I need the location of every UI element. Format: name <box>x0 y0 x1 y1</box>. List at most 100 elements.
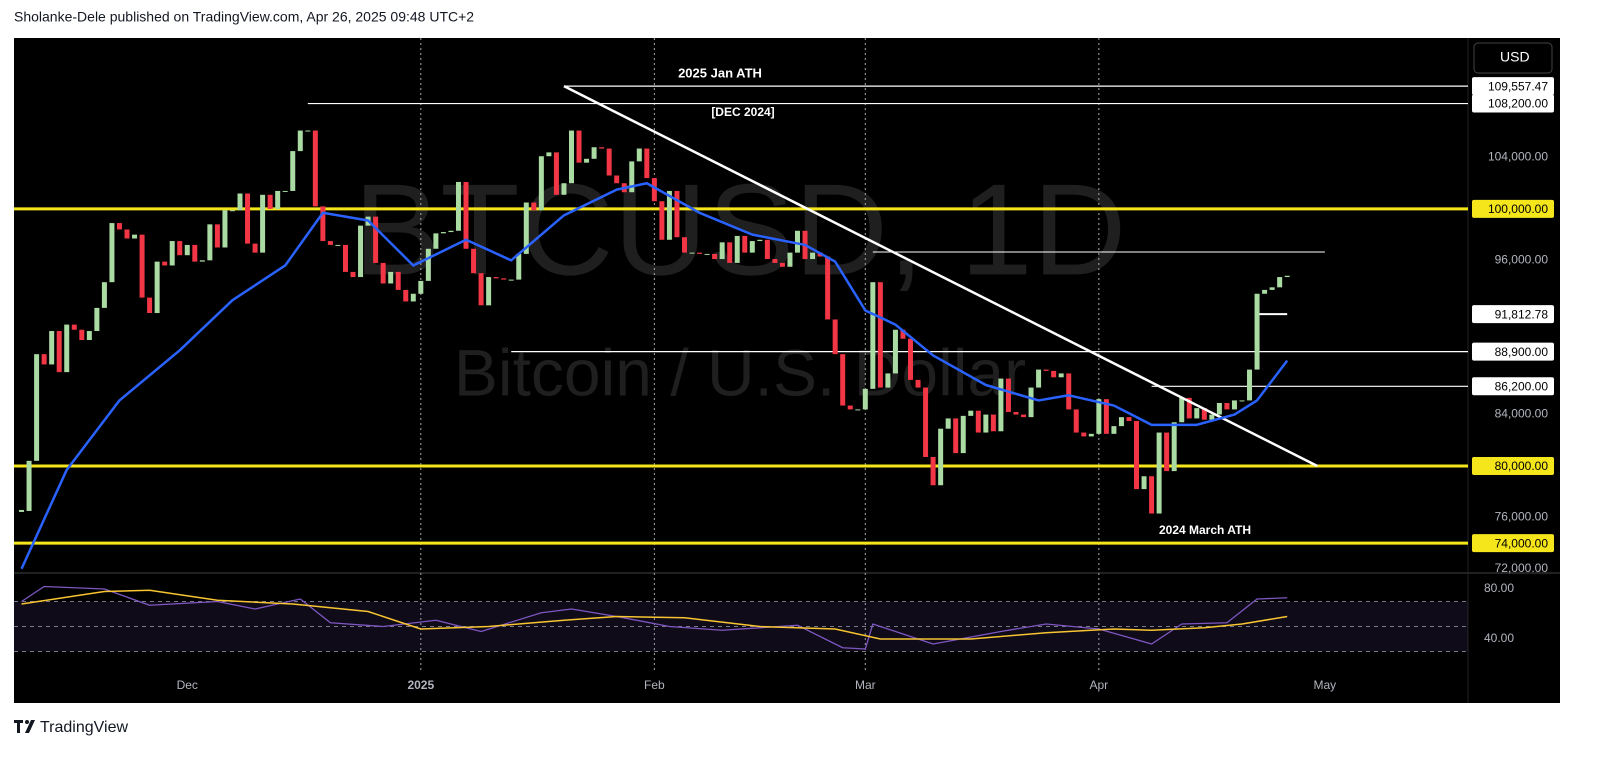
candle <box>388 271 394 284</box>
level-label-box <box>1472 199 1554 218</box>
candle <box>892 329 898 374</box>
candle <box>1224 402 1230 410</box>
candle <box>568 130 574 184</box>
candle <box>342 244 348 272</box>
candle <box>584 158 590 163</box>
candle <box>1231 400 1237 410</box>
candle <box>757 239 763 242</box>
level-label: 91,812.78 <box>1495 307 1549 321</box>
candle <box>1021 414 1027 418</box>
rsi-tick-label: 80.00 <box>1484 581 1514 595</box>
candle <box>463 181 469 249</box>
candle <box>1262 289 1268 294</box>
candle <box>1043 369 1049 371</box>
candle <box>275 190 281 209</box>
candle <box>1051 370 1057 378</box>
candle <box>1284 275 1290 278</box>
candle <box>418 280 424 294</box>
candle <box>968 410 974 416</box>
level-label: 74,000.00 <box>1495 536 1549 550</box>
candle <box>1156 432 1162 514</box>
candle <box>1028 387 1034 418</box>
candle <box>1171 422 1177 472</box>
candle <box>862 388 868 410</box>
currency-button[interactable] <box>1473 42 1553 74</box>
candle <box>297 130 303 152</box>
y-tick-label: 96,000.00 <box>1495 253 1549 267</box>
candle <box>252 243 258 253</box>
level-label: 100,000.00 <box>1488 202 1548 216</box>
candle <box>975 410 981 433</box>
candle <box>199 260 205 262</box>
candle <box>681 237 687 253</box>
candle <box>1209 414 1215 420</box>
candle <box>101 282 107 308</box>
candle <box>64 324 70 373</box>
candle <box>1134 420 1140 490</box>
candle <box>493 277 499 279</box>
candle <box>1269 287 1275 290</box>
candle <box>177 241 183 256</box>
watermark: Bitcoin / U.S. Dollar <box>454 335 1026 409</box>
rsi-line <box>21 585 1288 650</box>
candle <box>742 235 748 253</box>
candle <box>41 354 47 365</box>
candle <box>1201 408 1207 420</box>
level-label-box <box>1472 377 1554 396</box>
candle <box>644 148 650 179</box>
candle <box>697 252 703 254</box>
candle <box>832 319 838 355</box>
candle <box>267 194 273 209</box>
candle <box>1058 373 1064 378</box>
candle <box>1073 409 1079 433</box>
candle <box>132 234 138 239</box>
candle <box>184 244 190 256</box>
candle <box>1081 432 1087 437</box>
candle <box>1066 373 1072 410</box>
currency-label[interactable]: USD <box>1500 49 1530 65</box>
candle <box>455 181 461 231</box>
candle <box>1118 417 1124 427</box>
candle <box>938 428 944 486</box>
candle <box>719 242 725 260</box>
candle <box>727 242 733 263</box>
candle <box>448 230 454 233</box>
candle <box>1111 426 1117 434</box>
candle <box>636 148 642 162</box>
candle <box>651 178 657 202</box>
level-label: 88,900.00 <box>1495 345 1549 359</box>
candle <box>1088 433 1094 437</box>
candle <box>124 229 130 239</box>
candle <box>260 194 266 253</box>
candle <box>229 210 235 212</box>
candle <box>440 232 446 234</box>
candle <box>79 329 85 341</box>
x-tick-label: Feb <box>644 678 665 692</box>
candle <box>629 161 635 193</box>
candle <box>358 225 364 278</box>
candle <box>1103 399 1109 434</box>
level-label: 86,200.00 <box>1495 379 1549 393</box>
candle <box>606 148 612 176</box>
candle <box>840 354 846 406</box>
candle <box>305 130 311 132</box>
brand: TradingView <box>40 719 128 736</box>
candle <box>282 190 288 192</box>
candle <box>1096 399 1102 434</box>
candle <box>1216 402 1222 415</box>
candle <box>531 202 537 211</box>
level-label: 80,000.00 <box>1495 459 1549 473</box>
candle <box>19 509 25 512</box>
candle <box>576 130 582 163</box>
candle <box>49 331 55 365</box>
candle <box>749 241 755 253</box>
candle <box>1036 369 1042 388</box>
candle <box>56 331 62 373</box>
candle <box>998 378 1004 432</box>
candle <box>245 193 251 244</box>
candle <box>403 289 409 302</box>
candle <box>546 152 552 157</box>
candle <box>712 253 718 260</box>
candle <box>1239 400 1245 402</box>
level-label-box <box>1472 305 1554 324</box>
